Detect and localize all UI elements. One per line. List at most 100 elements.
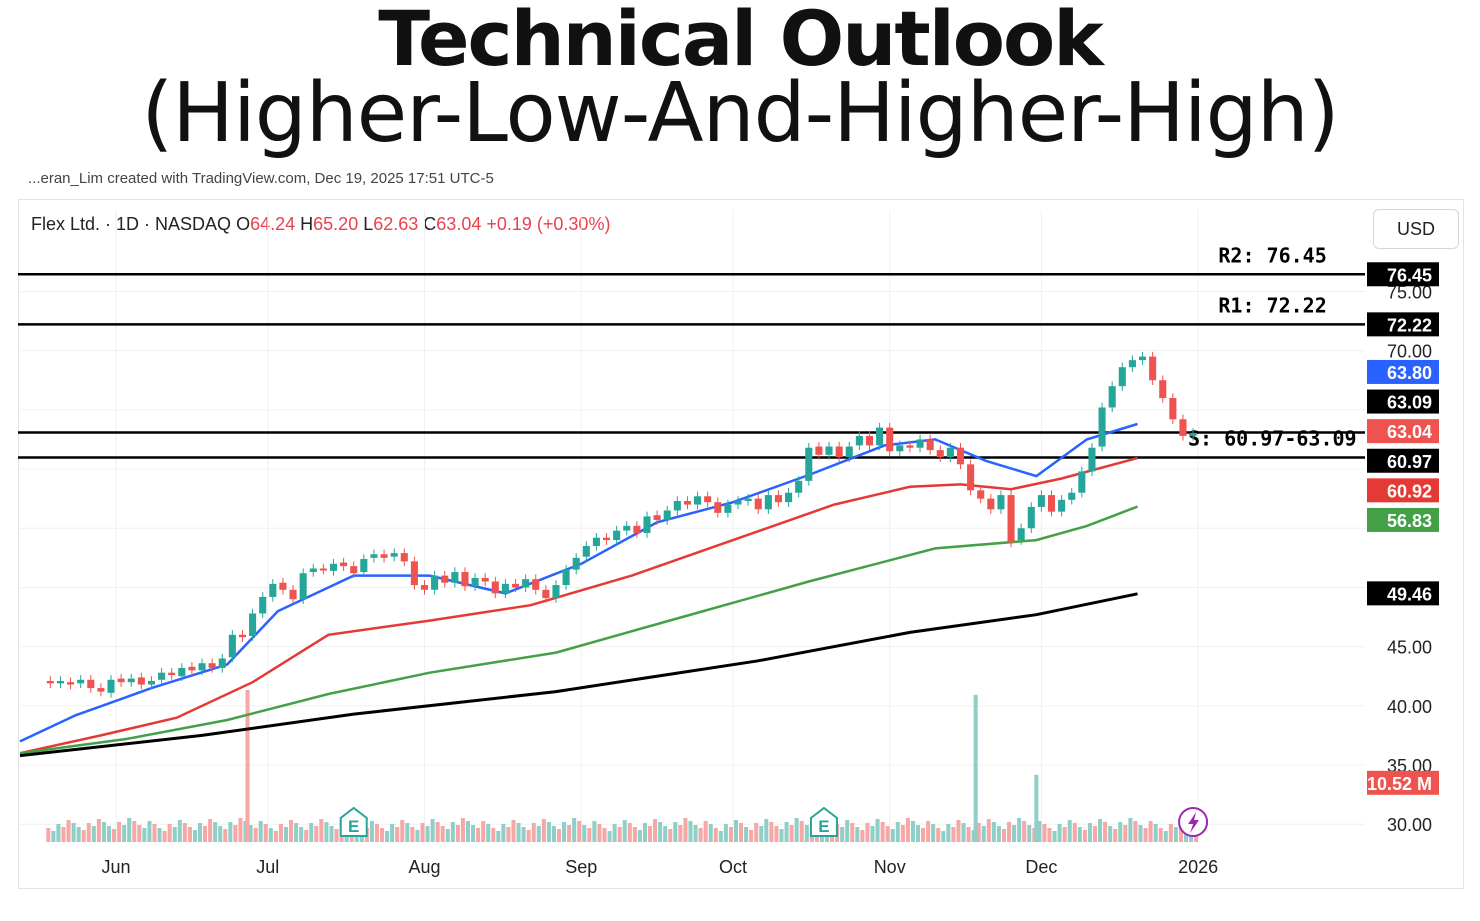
volume-bar <box>385 831 390 842</box>
earnings-marker-label: E <box>348 817 359 836</box>
volume-bar <box>926 821 931 842</box>
volume-bar <box>415 830 420 842</box>
candle-body <box>865 435 874 446</box>
candle <box>451 567 459 588</box>
low-value: 62.63 <box>373 214 419 234</box>
volume-bar <box>400 820 405 842</box>
volume-bar <box>905 818 910 842</box>
volume-bar <box>632 827 637 842</box>
candle <box>97 683 105 697</box>
x-tick-label: Oct <box>719 857 747 877</box>
volume-bar <box>733 820 739 842</box>
volume-bar <box>556 829 562 842</box>
volume-bar <box>1001 829 1006 842</box>
candle-body <box>370 554 378 558</box>
currency-button[interactable]: USD <box>1373 209 1459 249</box>
volume-bar <box>678 825 683 842</box>
candle <box>77 675 85 689</box>
candle-body <box>876 427 884 446</box>
volume-bar <box>804 825 809 842</box>
candle-body <box>663 510 671 520</box>
candle <box>501 579 509 599</box>
candle <box>1017 523 1025 545</box>
volume-bar <box>1062 827 1067 842</box>
candle <box>431 570 439 595</box>
candle <box>825 441 833 460</box>
candle <box>926 434 934 455</box>
volume-bar <box>228 822 233 842</box>
volume-bar <box>152 824 157 842</box>
candle-body <box>795 480 803 493</box>
volume-bar <box>764 819 769 842</box>
candle <box>987 493 995 515</box>
candle-body <box>198 663 206 671</box>
candle-body <box>613 530 621 541</box>
volume-bar <box>612 824 617 842</box>
x-tick-label: Nov <box>874 857 906 877</box>
candle-body <box>694 496 702 505</box>
candle <box>704 491 712 507</box>
candle <box>1149 351 1157 385</box>
candle-body <box>582 546 590 557</box>
candle <box>1058 495 1066 517</box>
candle <box>1088 442 1096 477</box>
volume-bar <box>395 827 400 842</box>
volume-bar <box>941 831 946 842</box>
candle <box>603 532 611 545</box>
candle-body <box>764 495 772 510</box>
candle <box>734 496 742 510</box>
volume-bar <box>860 830 865 842</box>
candle <box>643 511 651 538</box>
candle <box>552 580 560 603</box>
volume-bar <box>496 831 501 842</box>
volume-bar <box>698 828 703 842</box>
candle <box>673 496 681 516</box>
candle <box>178 663 186 681</box>
volume-bar <box>1087 823 1092 842</box>
volume-bar <box>177 820 182 842</box>
candle-body <box>673 501 681 511</box>
volume-bar <box>602 828 607 842</box>
volume-bar <box>1022 821 1027 842</box>
volume-bar <box>880 822 885 842</box>
candle <box>785 487 793 507</box>
candle <box>410 556 418 590</box>
volume-bar <box>1128 818 1133 842</box>
volume-bar <box>648 826 653 842</box>
candle <box>289 585 297 605</box>
candle-body <box>916 439 924 448</box>
candle <box>1068 487 1076 505</box>
volume-bar <box>1098 819 1103 842</box>
candle-body <box>1037 495 1045 507</box>
candle <box>522 574 530 593</box>
volume-bar <box>587 828 592 842</box>
candle-body <box>491 581 499 594</box>
earnings-marker <box>809 806 838 837</box>
volume-bar <box>885 826 890 842</box>
close-value: 63.04 <box>436 214 482 234</box>
y-tick-label: 45.00 <box>1387 638 1432 658</box>
candle <box>572 553 580 575</box>
volume-bar <box>526 830 531 842</box>
candle-body <box>269 583 277 597</box>
volume-bar <box>46 828 51 842</box>
volume-bar <box>642 823 647 842</box>
volume-bar <box>1007 822 1012 842</box>
volume-bar <box>137 825 142 842</box>
candle-body <box>1027 506 1035 529</box>
candle-body <box>1128 360 1136 368</box>
volume-bar <box>319 819 324 842</box>
candle-body <box>946 447 954 458</box>
earnings-marker <box>339 806 368 837</box>
volume-bar <box>465 821 471 842</box>
volume-bar <box>329 826 334 842</box>
candle <box>946 442 954 462</box>
volume-bar <box>1108 826 1113 842</box>
candle <box>1138 351 1147 365</box>
volume-bar <box>759 826 764 842</box>
price-tag <box>1367 507 1439 532</box>
candle-body <box>592 537 600 546</box>
candle-body <box>350 566 358 574</box>
volume-bar <box>1047 828 1052 842</box>
